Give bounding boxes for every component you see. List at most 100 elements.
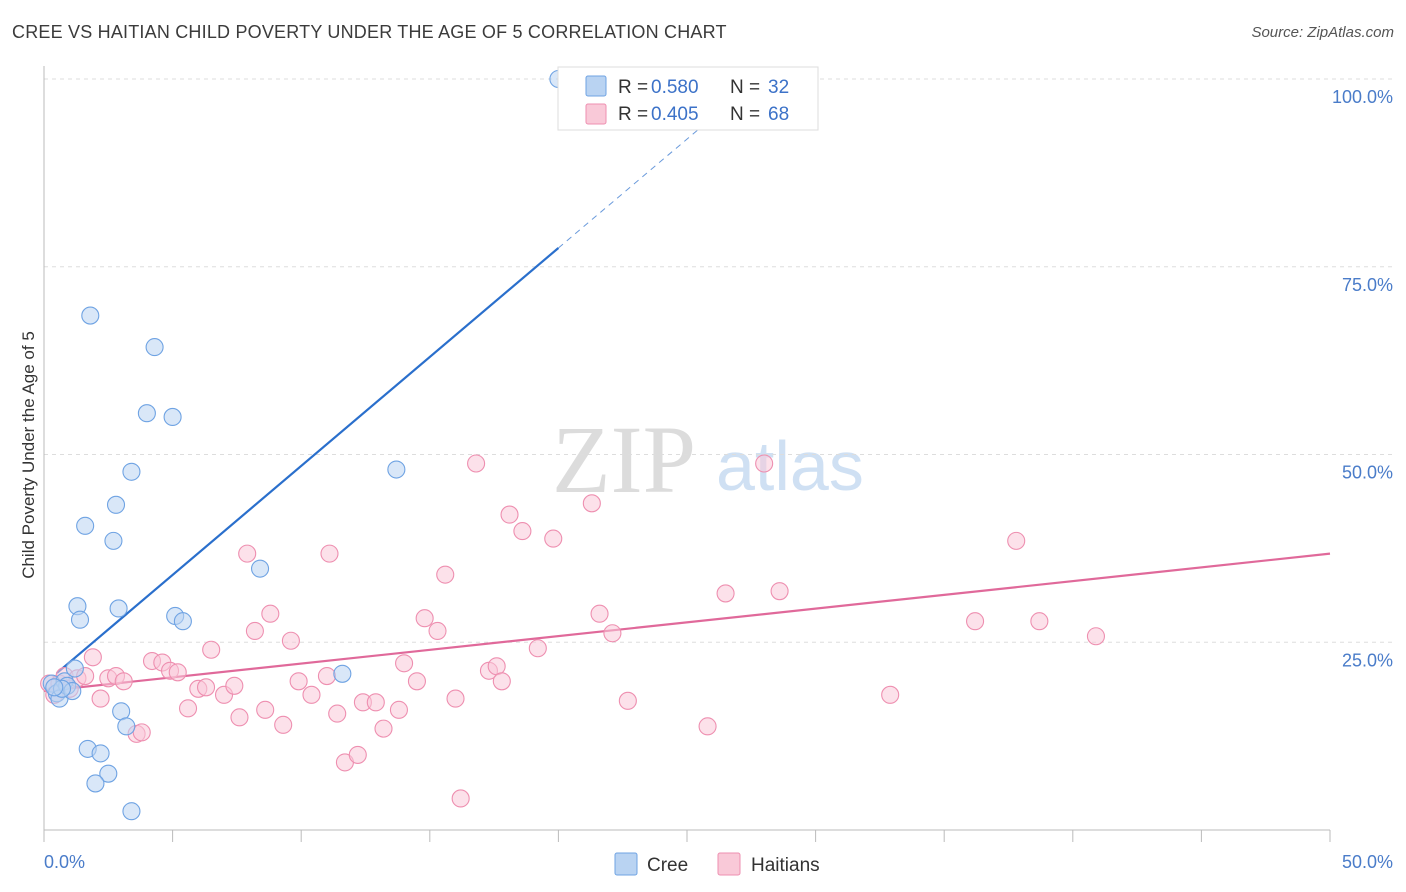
data-point-cree — [91, 744, 110, 763]
x-tick-label-min: 0.0% — [44, 852, 85, 872]
data-point-haitians — [245, 621, 264, 641]
data-point-haitians — [487, 657, 506, 676]
legend-n-label-haitians: N = — [730, 104, 760, 125]
data-point-cree — [106, 495, 126, 514]
bottom-legend-label-cree: Cree — [647, 855, 688, 876]
data-point-haitians — [320, 544, 339, 563]
data-point-cree — [65, 659, 84, 678]
data-point-cree — [137, 404, 156, 423]
legend-n-label-cree: N = — [730, 77, 760, 98]
y-tick-label: 100.0% — [1332, 87, 1393, 107]
data-point-cree — [122, 462, 141, 481]
data-point-haitians — [582, 494, 601, 513]
chart-title: CREE VS HAITIAN CHILD POVERTY UNDER THE … — [12, 22, 727, 42]
data-point-haitians — [91, 689, 110, 708]
data-point-haitians — [230, 708, 249, 727]
data-point-haitians — [225, 676, 244, 695]
data-point-haitians — [114, 672, 133, 691]
trend-lines — [43, 95, 1331, 693]
bottom-legend-swatch-haitians — [717, 852, 741, 876]
legend-swatch-cree — [585, 75, 607, 97]
data-point-haitians — [603, 624, 622, 643]
data-point-cree — [104, 531, 123, 550]
data-point-cree — [45, 678, 64, 697]
data-point-haitians — [590, 604, 609, 623]
data-point-haitians — [500, 505, 519, 524]
data-point-haitians — [178, 699, 198, 718]
data-point-haitians — [317, 666, 336, 686]
data-points — [40, 69, 1105, 821]
data-point-cree — [70, 610, 90, 629]
data-point-haitians — [366, 693, 385, 712]
watermark-zip: ZIP — [552, 406, 696, 513]
data-point-cree — [163, 407, 182, 427]
data-point-cree — [112, 702, 131, 721]
x-ticks — [43, 830, 1331, 842]
data-point-haitians — [451, 789, 470, 808]
data-point-haitians — [1086, 627, 1105, 646]
trend-line-cree — [56, 247, 560, 674]
data-point-haitians — [436, 565, 455, 584]
data-point-haitians — [755, 454, 774, 473]
legend-n-value-haitians: 68 — [768, 104, 789, 125]
data-point-cree — [122, 802, 141, 821]
data-point-haitians — [328, 704, 347, 723]
data-point-haitians — [544, 529, 563, 548]
y-tick-labels: 25.0% 50.0% 75.0% 100.0% — [1332, 87, 1393, 670]
data-point-haitians — [374, 719, 393, 738]
data-point-haitians — [238, 544, 257, 563]
data-point-haitians — [881, 685, 900, 704]
data-point-cree — [99, 764, 118, 783]
legend-r-label-cree: R = — [618, 77, 648, 98]
x-tick-label-max: 50.0% — [1342, 852, 1393, 872]
data-point-haitians — [415, 609, 434, 628]
data-point-haitians — [132, 723, 151, 742]
data-point-haitians — [281, 631, 300, 650]
data-point-haitians — [196, 678, 216, 697]
data-point-haitians — [407, 672, 426, 691]
data-point-haitians — [716, 584, 735, 603]
bottom-legend-swatch-cree — [614, 852, 638, 876]
y-tick-label: 50.0% — [1342, 463, 1393, 483]
bottom-legend-label-haitians: Haitians — [751, 855, 820, 876]
data-point-haitians — [428, 621, 447, 641]
trend-line-haitians — [43, 552, 1331, 693]
source-label: Source: ZipAtlas.com — [1251, 24, 1394, 41]
data-point-haitians — [202, 640, 221, 659]
data-point-haitians — [83, 648, 102, 667]
data-point-haitians — [528, 639, 547, 658]
data-point-cree — [250, 559, 270, 578]
data-point-haitians — [698, 717, 717, 736]
data-point-haitians — [618, 691, 637, 710]
data-point-cree — [173, 612, 192, 631]
watermark-atlas: atlas — [716, 427, 864, 505]
data-point-haitians — [274, 715, 293, 734]
data-point-haitians — [492, 672, 511, 691]
data-point-haitians — [770, 582, 789, 601]
legend-r-value-haitians: 0.405 — [651, 104, 699, 125]
data-point-cree — [117, 717, 136, 736]
data-point-haitians — [261, 604, 280, 623]
data-point-cree — [109, 599, 128, 618]
data-point-haitians — [467, 454, 486, 473]
data-point-haitians — [302, 685, 321, 704]
legend-r-value-cree: 0.580 — [651, 77, 699, 98]
data-point-haitians — [513, 522, 532, 541]
data-point-haitians — [256, 700, 275, 719]
data-point-haitians — [168, 663, 187, 682]
data-point-haitians — [1030, 612, 1049, 631]
data-point-haitians — [446, 689, 465, 708]
data-point-cree — [86, 774, 105, 793]
data-point-haitians — [395, 654, 414, 673]
data-point-haitians — [389, 700, 408, 719]
data-point-haitians — [289, 672, 308, 691]
legend-r-label-haitians: R = — [618, 104, 648, 125]
y-tick-label: 25.0% — [1342, 650, 1393, 670]
data-point-haitians — [1007, 531, 1026, 550]
data-point-cree — [76, 516, 95, 535]
legend-swatch-haitians — [585, 103, 607, 125]
series-legend: Cree Haitians — [614, 852, 820, 876]
data-point-cree — [81, 306, 100, 325]
y-tick-label: 75.0% — [1342, 275, 1393, 295]
data-point-cree — [145, 338, 164, 357]
